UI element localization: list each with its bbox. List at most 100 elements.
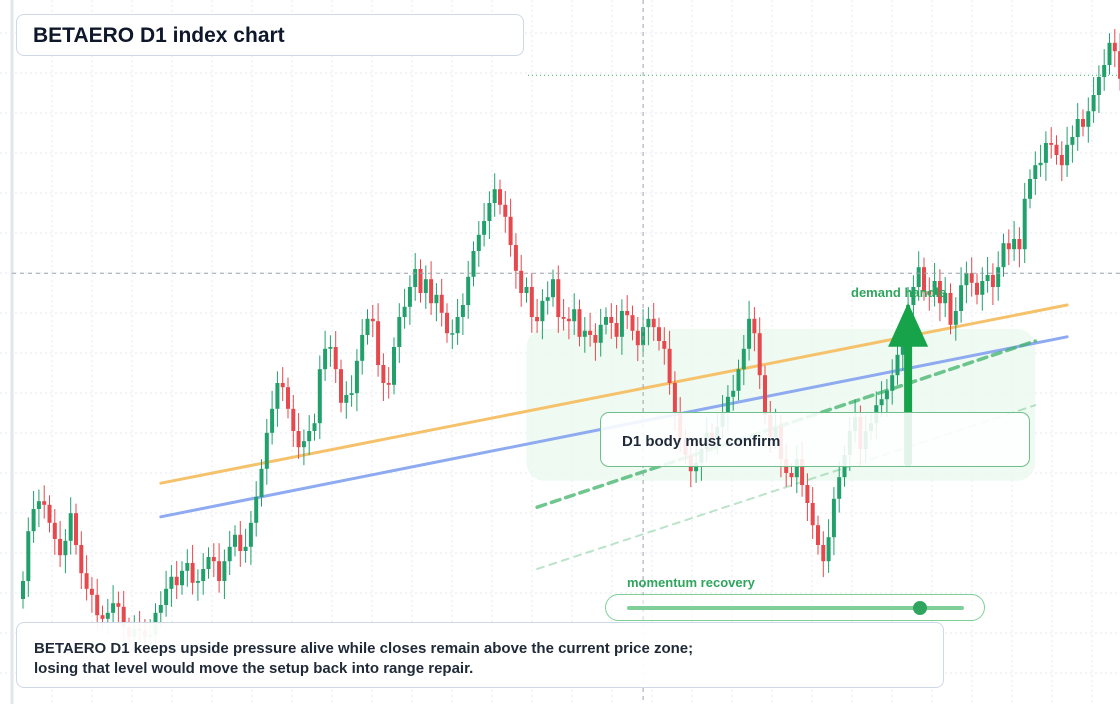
candle-down bbox=[386, 383, 391, 385]
arrow-head bbox=[888, 302, 929, 347]
candle-up bbox=[572, 309, 577, 322]
candle-down bbox=[667, 348, 672, 383]
candle-down bbox=[593, 335, 598, 343]
candle-down bbox=[635, 330, 640, 346]
candle-down bbox=[439, 294, 444, 313]
candle-up bbox=[646, 318, 651, 328]
candle-down bbox=[937, 281, 942, 304]
candle-down bbox=[609, 317, 614, 323]
candle-up bbox=[476, 234, 481, 251]
candle-down bbox=[445, 312, 449, 334]
candle-up bbox=[471, 251, 476, 277]
candle-up bbox=[619, 311, 624, 337]
candle-up bbox=[540, 300, 545, 322]
candle-up bbox=[169, 576, 174, 589]
candle-up bbox=[747, 318, 752, 349]
candle-up bbox=[466, 276, 471, 305]
candle-up bbox=[604, 317, 608, 325]
candle-down bbox=[79, 545, 84, 574]
candle-up bbox=[259, 468, 264, 497]
candle-up bbox=[111, 603, 116, 613]
candle-up bbox=[996, 267, 1001, 287]
candle-down bbox=[821, 545, 826, 562]
candle-down bbox=[763, 375, 767, 415]
candle-up bbox=[731, 390, 736, 397]
momentum-slider-knob[interactable] bbox=[913, 601, 928, 615]
candle-up bbox=[63, 540, 68, 556]
candle-down bbox=[975, 282, 979, 295]
candle-down bbox=[561, 317, 566, 319]
candle-down bbox=[1081, 119, 1085, 127]
candle-up bbox=[195, 581, 200, 583]
candle-down bbox=[376, 321, 381, 365]
candle-down bbox=[810, 503, 815, 526]
candle-up bbox=[307, 431, 312, 442]
candle-down bbox=[52, 522, 57, 539]
candle-up bbox=[932, 281, 937, 295]
candle-down bbox=[577, 309, 582, 337]
candle-up bbox=[890, 375, 895, 391]
candle-down bbox=[625, 311, 630, 316]
candle-up bbox=[1033, 165, 1038, 179]
candle-up bbox=[105, 612, 110, 619]
candle-up bbox=[349, 393, 354, 395]
candle-down bbox=[116, 603, 121, 607]
candle-up bbox=[736, 369, 741, 391]
candle-up bbox=[185, 563, 190, 571]
candle-up bbox=[953, 311, 958, 325]
candle-up bbox=[482, 221, 487, 235]
candle-up bbox=[206, 557, 211, 569]
candle-up bbox=[837, 477, 842, 499]
candle-up bbox=[344, 395, 349, 403]
candle-down bbox=[296, 431, 301, 448]
note-line-1: BETAERO D1 keeps upside pressure alive w… bbox=[34, 640, 694, 657]
candle-down bbox=[280, 383, 285, 388]
candle-down bbox=[800, 459, 805, 485]
candle-up bbox=[694, 462, 699, 472]
candle-up bbox=[397, 317, 402, 347]
candle-down bbox=[922, 267, 926, 292]
candle-up bbox=[524, 287, 529, 293]
candle-down bbox=[789, 473, 794, 478]
channel-line bbox=[536, 404, 1037, 570]
candle-up bbox=[1075, 119, 1080, 137]
momentum-slider[interactable] bbox=[605, 594, 985, 621]
candle-down bbox=[84, 573, 89, 589]
candle-up bbox=[895, 354, 900, 376]
candle-up bbox=[323, 348, 328, 370]
candle-up bbox=[598, 324, 603, 343]
candle-down bbox=[990, 275, 995, 287]
candle-down bbox=[566, 318, 571, 322]
candle-down bbox=[513, 245, 518, 271]
candle-up bbox=[551, 279, 555, 298]
candle-up bbox=[354, 360, 359, 394]
candle-up bbox=[964, 273, 969, 286]
candle-down bbox=[519, 270, 524, 293]
demand-handle-label: demand handle bbox=[851, 285, 947, 300]
candle-up bbox=[31, 509, 36, 532]
candle-down bbox=[816, 525, 820, 545]
candle-up bbox=[725, 396, 730, 413]
candle-up bbox=[26, 531, 31, 581]
candle-up bbox=[487, 203, 492, 221]
candle-up bbox=[164, 588, 169, 605]
candle-up bbox=[248, 522, 253, 547]
candle-up bbox=[582, 330, 587, 337]
candle-up bbox=[227, 546, 232, 562]
candle-up bbox=[1022, 198, 1027, 250]
candle-up bbox=[317, 369, 322, 424]
candle-up bbox=[1107, 42, 1112, 65]
candle-down bbox=[1006, 243, 1011, 250]
candle-up bbox=[741, 348, 746, 370]
candle-up bbox=[1065, 144, 1070, 166]
candle-down bbox=[588, 330, 593, 335]
candle-up bbox=[68, 513, 73, 541]
candle-up bbox=[423, 279, 428, 293]
candle-up bbox=[254, 497, 259, 523]
candle-down bbox=[291, 408, 296, 431]
candle-up bbox=[407, 287, 412, 307]
candle-down bbox=[42, 501, 47, 505]
candle-up bbox=[831, 498, 836, 538]
candle-down bbox=[121, 606, 126, 628]
candle-up bbox=[270, 408, 275, 433]
